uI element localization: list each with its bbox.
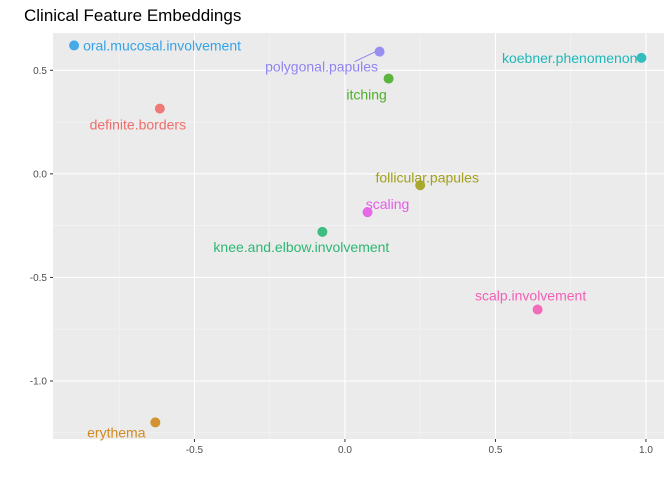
plot-panel <box>53 33 664 439</box>
label-itching: itching <box>346 87 386 103</box>
y-tick-label: -1.0 <box>30 377 48 388</box>
x-tick-label: 1.0 <box>639 445 653 456</box>
y-axis-tick-labels: 0.5 0.0 -0.5 -1.0 <box>30 66 48 388</box>
x-tick-label: -0.5 <box>186 445 204 456</box>
point-follicular-papules <box>415 180 426 191</box>
y-tick-label: -0.5 <box>30 273 48 284</box>
y-tick-label: 0.5 <box>33 66 47 77</box>
y-tick-label: 0.0 <box>33 169 47 180</box>
x-tick-label: 0.5 <box>488 445 502 456</box>
point-itching <box>383 73 394 84</box>
chart-title: Clinical Feature Embeddings <box>24 6 241 25</box>
point-labels: oral.mucosal.involvement polygonal.papule… <box>83 37 637 440</box>
label-polygonal-papules: polygonal.papules <box>265 59 378 75</box>
point-scalp-involvement <box>532 304 543 315</box>
label-scaling: scaling <box>366 196 410 212</box>
point-oral-mucosal-involvement <box>69 40 80 51</box>
label-koebner-phenomenon: koebner.phenomenon <box>502 50 637 66</box>
label-oral-mucosal-involvement: oral.mucosal.involvement <box>83 37 241 53</box>
label-leader-lines <box>354 51 376 63</box>
label-knee-and-elbow-involvement: knee.and.elbow.involvement <box>213 239 389 255</box>
point-erythema <box>150 417 161 428</box>
x-axis-tick-labels: -0.5 0.0 0.5 1.0 <box>186 445 653 456</box>
minor-gridlines <box>53 33 664 439</box>
major-gridlines <box>53 33 664 439</box>
point-definite-borders <box>154 103 165 114</box>
axis-ticks <box>50 69 647 442</box>
label-follicular-papules: follicular.papules <box>375 169 479 185</box>
label-erythema: erythema <box>87 424 146 440</box>
label-definite-borders: definite.borders <box>90 117 187 133</box>
leader-line-polygonal-papules <box>354 51 376 63</box>
point-scaling <box>362 207 373 218</box>
point-polygonal-papules <box>374 46 385 57</box>
label-scalp-involvement: scalp.involvement <box>475 288 586 304</box>
point-koebner-phenomenon <box>636 52 647 63</box>
data-points <box>69 40 647 428</box>
x-tick-label: 0.0 <box>338 445 352 456</box>
point-knee-and-elbow-involvement <box>317 226 328 237</box>
